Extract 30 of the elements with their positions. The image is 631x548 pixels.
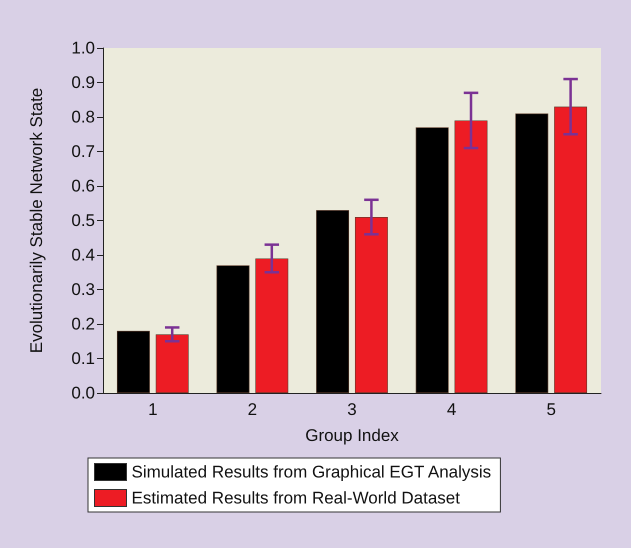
- y-tick-label: 0.6: [71, 176, 95, 196]
- bar: [354, 217, 388, 393]
- x-tick-label: 3: [347, 400, 357, 419]
- y-tick-label: 0.1: [71, 349, 95, 368]
- y-tick-label: 0.2: [71, 314, 95, 334]
- legend-label: Estimated Results from Real-World Dataset: [132, 488, 460, 508]
- bar: [554, 106, 588, 393]
- legend-label: Simulated Results from Graphical EGT Analysis: [132, 462, 492, 482]
- x-tick-label: 2: [248, 400, 258, 419]
- x-tick-label: 5: [546, 400, 556, 419]
- x-tick-label: 4: [446, 400, 456, 419]
- y-tick-label: 0.0: [71, 384, 95, 402]
- bar: [116, 330, 150, 393]
- y-tick-label: 0.8: [71, 108, 95, 126]
- y-tick-label: 0.3: [71, 280, 95, 299]
- x-axis-title: Group Index: [305, 426, 400, 445]
- bar: [416, 127, 449, 393]
- bar: [515, 114, 548, 393]
- bar: [255, 258, 288, 393]
- bar: [316, 210, 350, 393]
- y-tick-label: 1.0: [71, 38, 95, 58]
- bar: [454, 120, 488, 393]
- y-tick-label: 0.7: [71, 142, 95, 161]
- y-tick-label: 0.4: [71, 246, 95, 264]
- bar: [216, 265, 250, 393]
- bar: [156, 334, 189, 393]
- y-tick-label: 0.5: [71, 211, 95, 230]
- x-tick-label: 1: [148, 400, 158, 419]
- y-tick-label: 0.9: [71, 73, 95, 92]
- y-axis-title: Evolutionarily Stable Network State: [27, 88, 46, 354]
